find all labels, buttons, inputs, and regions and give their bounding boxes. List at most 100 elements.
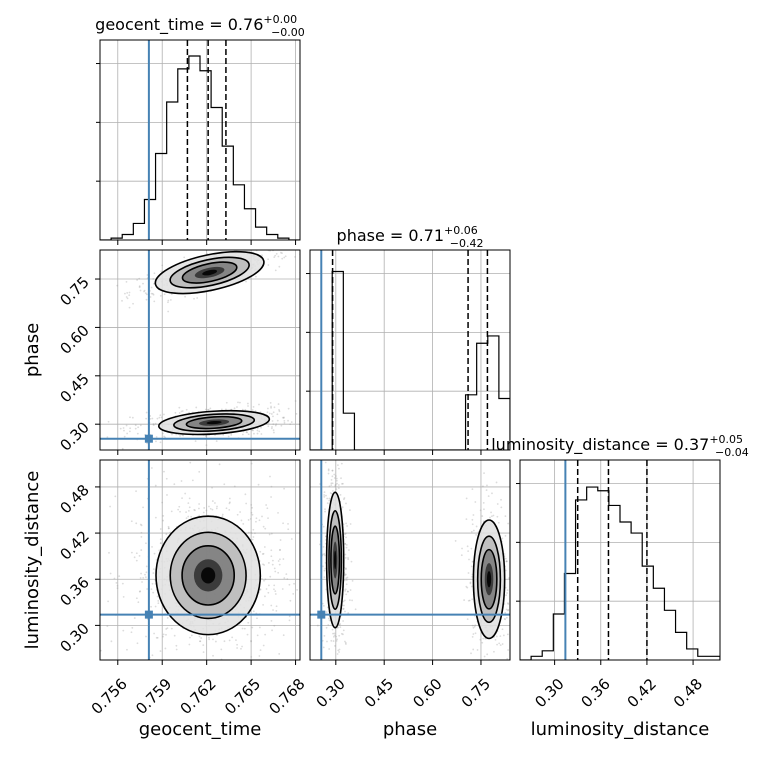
histogram-panel-phase [310, 250, 510, 450]
sample-point [185, 511, 187, 514]
sample-point [271, 420, 274, 422]
sample-point [273, 431, 275, 434]
sample-point [326, 502, 329, 505]
sample-point [324, 461, 327, 464]
sample-point [328, 619, 331, 622]
sample-point [151, 292, 154, 295]
sample-point [139, 523, 142, 526]
sample-point [128, 294, 131, 297]
contour-line [472, 519, 506, 640]
sample-point [508, 577, 510, 579]
sample-point [332, 632, 334, 635]
sample-point [301, 409, 303, 411]
sample-point [159, 414, 162, 417]
sample-point [241, 645, 243, 648]
sample-point [351, 599, 353, 602]
x-tick-label: 0.759 [132, 675, 175, 718]
sample-point [153, 272, 156, 275]
sample-point [152, 293, 155, 296]
sample-point [150, 605, 152, 608]
sample-point [331, 482, 334, 485]
sample-point [246, 431, 249, 434]
sample-point [469, 581, 472, 584]
sample-point [150, 467, 153, 469]
sample-point [330, 661, 332, 663]
sample-point [335, 635, 338, 638]
sample-point [329, 492, 332, 494]
sample-point [517, 604, 519, 606]
sample-point [473, 670, 475, 672]
sample-point [108, 551, 110, 554]
sample-point [293, 582, 295, 585]
sample-point [124, 292, 126, 295]
title-phase: phase = 0.71+0.06 −0.42 [337, 224, 484, 250]
sample-point [252, 536, 255, 538]
sample-point [321, 247, 323, 249]
sample-point [139, 577, 142, 579]
sample-point [328, 497, 331, 500]
sample-point [151, 546, 153, 548]
sample-point [119, 427, 122, 430]
sample-point [154, 605, 157, 608]
sample-point [504, 557, 507, 560]
sample-point [468, 599, 471, 602]
sample-point [273, 243, 275, 245]
sample-point [245, 502, 248, 505]
sample-point [339, 623, 342, 625]
sample-point [270, 496, 272, 498]
sample-point [167, 525, 170, 528]
sample-point [187, 515, 190, 518]
sample-point [189, 461, 192, 464]
sample-point [273, 406, 276, 409]
sample-point [277, 560, 280, 562]
sample-point [277, 255, 280, 258]
sample-point [269, 575, 272, 578]
sample-point [337, 458, 339, 460]
sample-point [130, 520, 133, 523]
sample-point [141, 581, 143, 583]
sample-point [140, 531, 143, 534]
sample-point [335, 640, 338, 642]
sample-point [186, 668, 188, 670]
sample-point [293, 244, 295, 246]
sample-point [267, 591, 270, 594]
sample-point [151, 417, 154, 420]
sample-point [323, 569, 326, 572]
sample-point [263, 546, 266, 548]
sample-point [216, 505, 218, 508]
sample-point [194, 678, 196, 680]
sample-point [491, 492, 493, 495]
sample-point [269, 475, 271, 478]
sample-point [482, 502, 485, 504]
sample-point [275, 609, 278, 612]
sample-point [267, 562, 270, 564]
y-tick-label: 0.60 [56, 322, 92, 358]
xlabel-luminosity-distance: luminosity_distance [531, 719, 710, 740]
sample-point [187, 509, 190, 512]
sample-point [271, 563, 274, 566]
sample-point [344, 543, 346, 545]
sample-point [225, 507, 228, 510]
sample-point [140, 535, 143, 538]
sample-point [343, 599, 346, 602]
sample-point [335, 488, 338, 491]
sample-point [245, 431, 248, 433]
sample-point [256, 617, 258, 620]
sample-point [501, 537, 504, 540]
sample-point [274, 590, 277, 593]
sample-point [270, 604, 273, 607]
sample-point [149, 296, 152, 298]
sample-point [486, 484, 488, 487]
sample-point [151, 654, 154, 657]
sample-point [184, 492, 187, 495]
sample-point [323, 576, 326, 579]
sample-point [344, 589, 347, 592]
sample-point [346, 590, 349, 593]
sample-point [288, 619, 291, 622]
sample-point [316, 624, 319, 627]
sample-point [331, 475, 334, 478]
sample-point [198, 514, 201, 517]
sample-point [498, 642, 501, 645]
sample-point [330, 455, 332, 457]
